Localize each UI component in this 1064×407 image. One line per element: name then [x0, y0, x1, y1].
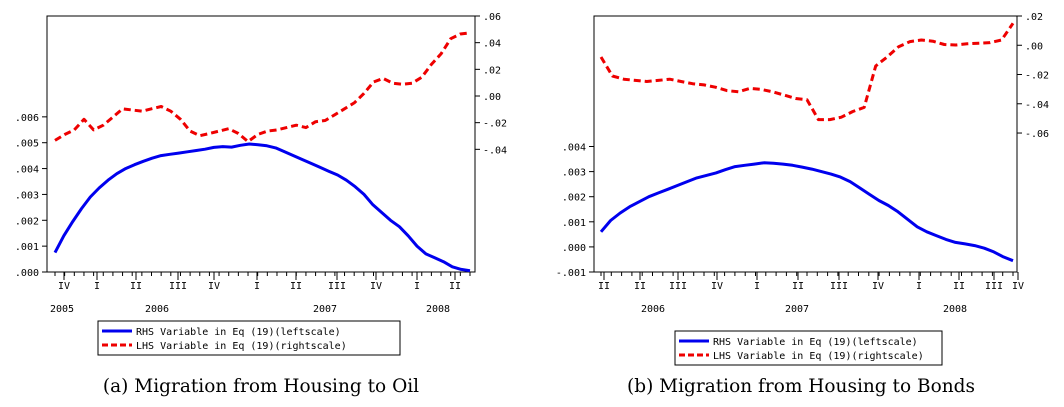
- quarter-label: III: [830, 281, 848, 292]
- quarter-label: IV: [1012, 281, 1024, 292]
- left-tick-label: .003: [562, 168, 586, 179]
- year-label: 2006: [641, 304, 665, 315]
- legend: RHS Variable in Eq (19)(leftscale) LHS Va…: [97, 320, 401, 356]
- lhs-series-line: [54, 31, 471, 144]
- legend-label: RHS Variable in Eq (19)(leftscale): [713, 337, 918, 348]
- right-tick-label: .00: [483, 92, 501, 103]
- chart-a: .000 .001 .002 .003 .004 .005 .006 .06 .04 .02 .00…: [15, 12, 507, 397]
- right-tick-label: -.02: [1025, 71, 1049, 82]
- quarter-label: II: [953, 281, 965, 292]
- quarter-label: I: [254, 281, 260, 292]
- right-tick-label: -.06: [1025, 129, 1049, 140]
- left-tick-label: .001: [562, 218, 586, 229]
- year-label: 2005: [50, 304, 74, 315]
- lhs-series-line: [599, 22, 1015, 122]
- quarter-label: IV: [711, 281, 723, 292]
- right-tick-label: -.04: [1025, 100, 1049, 111]
- legend-label: LHS Variable in Eq (19)(rightscale): [136, 341, 347, 352]
- legend-label: LHS Variable in Eq (19)(rightscale): [713, 351, 924, 362]
- figure-caption: (a) Migration from Housing to Oil: [103, 376, 419, 397]
- right-tick-label: .00: [1025, 41, 1043, 52]
- quarter-label: I: [414, 281, 420, 292]
- left-tick-label: .004: [15, 165, 39, 176]
- quarter-label: I: [94, 281, 100, 292]
- quarter-label: II: [792, 281, 804, 292]
- year-label: 2008: [943, 304, 967, 315]
- chart-b: -.001 .000 .001 .002 .003 .004 .02 .00 -.02 -.04 -…: [556, 12, 1049, 397]
- quarter-label: I: [916, 281, 922, 292]
- quarter-label: III: [169, 281, 187, 292]
- quarter-label: I: [754, 281, 760, 292]
- left-tick-label: .000: [562, 243, 586, 254]
- left-tick-label: .002: [15, 216, 39, 227]
- plot-frame: [593, 15, 1018, 273]
- plot-frame: [46, 15, 476, 273]
- quarter-label: III: [328, 281, 346, 292]
- left-tick-label: .000: [15, 268, 39, 279]
- year-label: 2007: [785, 304, 809, 315]
- quarter-label: IV: [370, 281, 382, 292]
- quarter-label: IV: [208, 281, 220, 292]
- left-tick-label: .003: [15, 190, 39, 201]
- right-tick-label: -.02: [483, 119, 507, 130]
- quarter-label: III: [669, 281, 687, 292]
- left-tick-label: .001: [15, 242, 39, 253]
- quarter-label: II: [290, 281, 302, 292]
- right-tick-label: .02: [1025, 12, 1043, 23]
- rhs-series-line: [53, 142, 471, 273]
- rhs-series-line: [599, 161, 1014, 263]
- quarter-label: II: [634, 281, 646, 292]
- left-tick-label: .006: [15, 113, 39, 124]
- quarter-label: II: [449, 281, 461, 292]
- quarter-label: II: [598, 281, 610, 292]
- legend: RHS Variable in Eq (19)(leftscale) LHS Va…: [674, 330, 943, 366]
- quarter-label: III: [985, 281, 1003, 292]
- figure-caption: (b) Migration from Housing to Bonds: [627, 376, 975, 397]
- year-label: 2006: [145, 304, 169, 315]
- quarter-label: IV: [872, 281, 884, 292]
- right-tick-label: .04: [483, 39, 501, 50]
- left-tick-label: -.001: [556, 268, 586, 279]
- year-label: 2007: [313, 304, 337, 315]
- left-tick-label: .005: [15, 139, 39, 150]
- right-tick-label: .06: [483, 12, 501, 23]
- right-tick-label: .02: [483, 65, 501, 76]
- legend-box: [97, 320, 401, 356]
- left-tick-label: .004: [562, 143, 586, 154]
- year-label: 2008: [426, 304, 450, 315]
- quarter-label: IV: [58, 281, 70, 292]
- legend-label: RHS Variable in Eq (19)(leftscale): [136, 327, 341, 338]
- left-tick-label: .002: [562, 193, 586, 204]
- quarter-label: II: [130, 281, 142, 292]
- legend-box: [674, 330, 943, 366]
- right-tick-label: -.04: [483, 145, 507, 156]
